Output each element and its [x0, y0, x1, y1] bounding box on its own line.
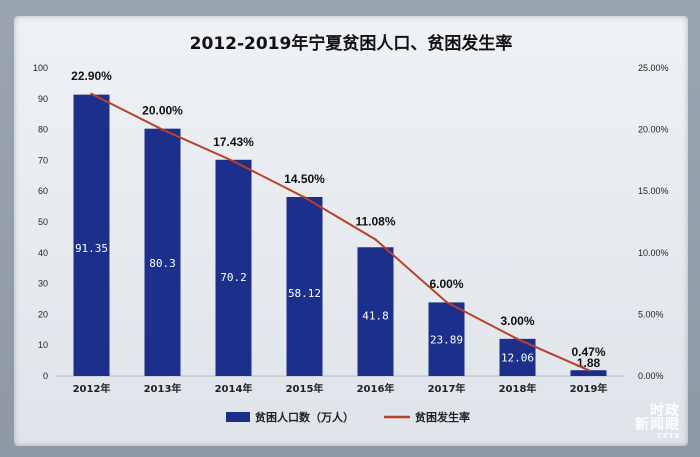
watermark-cctv: CCTV [657, 432, 680, 440]
right-tick-label: 25.00% [638, 63, 669, 73]
rate-value-label: 0.47% [571, 345, 605, 359]
x-tick-label: 2013年 [144, 382, 182, 395]
right-tick-label: 0.00% [638, 371, 664, 381]
line-series [90, 92, 590, 372]
left-tick-label: 60 [38, 186, 48, 196]
legend: 贫困人口数（万人） 贫困发生率 [226, 410, 470, 424]
left-tick-label: 80 [38, 125, 48, 135]
rate-value-label: 20.00% [142, 104, 183, 118]
rate-value-labels: 22.90% 20.00% 17.43% 14.50% 11.08% 6.00% 3.00%… [71, 69, 606, 359]
rate-value-label: 17.43% [213, 135, 254, 149]
bar [144, 128, 181, 376]
x-tick-label: 2015年 [286, 382, 324, 395]
left-tick-label: 100 [33, 63, 48, 73]
bar-value-label: 70.2 [220, 271, 247, 284]
x-tick-label: 2018年 [499, 382, 537, 395]
rate-point [445, 300, 448, 304]
rate-point [161, 128, 164, 131]
bar-series [73, 94, 607, 376]
rate-point [587, 369, 590, 372]
right-tick-label: 5.00% [638, 309, 664, 319]
x-axis: 2012年 2013年 2014年 2015年 2016年 2017年 2018年 2019年 [73, 382, 608, 395]
x-tick-label: 2016年 [357, 382, 395, 395]
bar [570, 370, 607, 376]
x-tick-label: 2019年 [570, 382, 608, 395]
left-tick-label: 90 [38, 94, 48, 104]
bar-value-label: 23.89 [430, 334, 463, 347]
left-tick-label: 0 [43, 371, 48, 381]
watermark-line1: 时政 [650, 403, 680, 419]
rate-point [516, 337, 519, 341]
rate-value-label: 22.90% [71, 69, 112, 83]
chart-title: 2012-2019年宁夏贫困人口、贫困发生率 [190, 33, 513, 54]
left-tick-label: 10 [38, 340, 48, 350]
bar-value-label: 41.8 [362, 309, 389, 322]
watermark-line2: 新闻眼 [635, 417, 680, 433]
combo-chart: 2012-2019年宁夏贫困人口、贫困发生率 0 10 20 30 40 50 60 70 80… [33, 33, 669, 424]
legend-bar-label: 贫困人口数（万人） [255, 410, 354, 424]
rate-point [90, 92, 93, 96]
rate-value-label: 3.00% [500, 314, 534, 328]
legend-bar-swatch [226, 412, 250, 422]
rate-point [303, 196, 306, 199]
bar-value-label: 58.12 [288, 287, 321, 300]
legend-line-label: 贫困发生率 [415, 410, 470, 424]
rate-value-label: 14.50% [284, 172, 325, 186]
cctv-watermark: 时政 新闻眼 CCTV [635, 404, 680, 440]
bar [357, 247, 394, 376]
x-tick-label: 2012年 [73, 382, 111, 395]
rate-value-label: 11.08% [355, 214, 395, 228]
right-axis: 0.00% 5.00% 10.00% 15.00% 20.00% 25.00% [638, 63, 669, 381]
rate-point [232, 160, 235, 163]
right-tick-label: 15.00% [638, 186, 669, 196]
right-tick-label: 20.00% [638, 125, 669, 135]
left-axis: 0 10 20 30 40 50 60 70 80 90 100 [33, 63, 624, 381]
bar-value-label: 91.35 [75, 242, 108, 255]
bar-value-label: 80.3 [149, 257, 176, 270]
rate-line [91, 92, 589, 372]
left-tick-label: 30 [38, 279, 48, 289]
right-tick-label: 10.00% [638, 248, 669, 258]
left-tick-label: 70 [38, 155, 48, 165]
chart-card: 2012-2019年宁夏贫困人口、贫困发生率 0 10 20 30 40 50 60 70 80… [14, 16, 688, 446]
bar [286, 196, 323, 376]
bar [215, 159, 252, 376]
left-tick-label: 50 [38, 217, 48, 227]
left-tick-label: 40 [38, 248, 48, 258]
bar-value-label: 12.06 [501, 351, 534, 364]
x-tick-label: 2017年 [428, 382, 466, 395]
bar [428, 302, 465, 376]
rate-point [374, 238, 377, 241]
rate-value-label: 6.00% [429, 277, 463, 291]
x-tick-label: 2014年 [215, 382, 253, 395]
left-tick-label: 20 [38, 309, 48, 319]
bar [73, 94, 110, 376]
